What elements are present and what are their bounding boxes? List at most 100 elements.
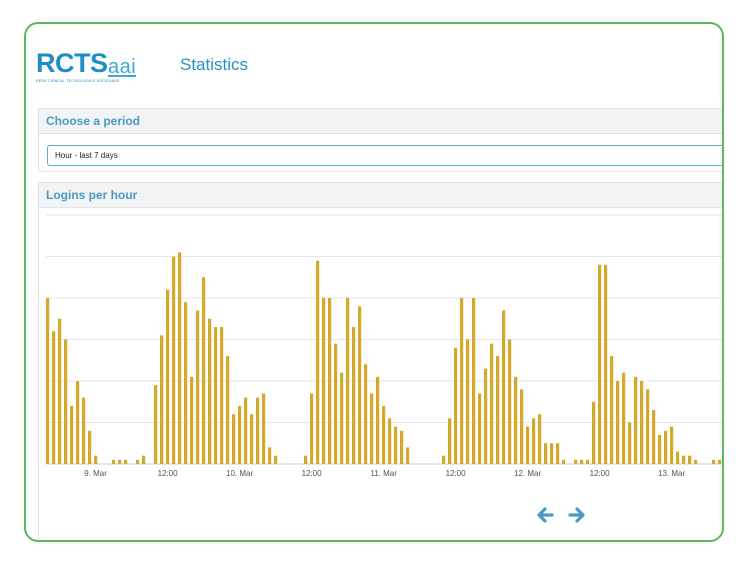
chart-bar[interactable] xyxy=(346,298,350,464)
chart-bar[interactable] xyxy=(196,310,200,464)
chart-bar[interactable] xyxy=(328,298,332,464)
chart-bar[interactable] xyxy=(628,422,632,465)
chart-bar[interactable] xyxy=(688,455,692,464)
chart-bar[interactable] xyxy=(694,459,698,464)
chart-bar[interactable] xyxy=(124,459,128,464)
chart-bar[interactable] xyxy=(526,426,530,464)
chart-bar[interactable] xyxy=(580,459,584,464)
chart-bar[interactable] xyxy=(544,443,548,464)
chart-bar[interactable] xyxy=(562,459,566,464)
chart-bar[interactable] xyxy=(274,455,278,464)
chart-bar[interactable] xyxy=(250,414,254,464)
chart-bar[interactable] xyxy=(550,443,554,464)
chart-bar[interactable] xyxy=(670,426,674,464)
chart-bar[interactable] xyxy=(46,298,50,464)
chart-bar[interactable] xyxy=(646,389,650,464)
chart-bar[interactable] xyxy=(82,397,86,464)
chart-bar[interactable] xyxy=(352,327,356,464)
chart-bar[interactable] xyxy=(622,372,626,464)
chart-bar[interactable] xyxy=(304,455,308,464)
chart-bar[interactable] xyxy=(112,459,116,464)
arrow-left-icon[interactable] xyxy=(535,505,555,525)
chart-bar[interactable] xyxy=(88,430,92,464)
chart-bar[interactable] xyxy=(478,393,482,464)
chart-bar[interactable] xyxy=(58,318,62,464)
chart-bar[interactable] xyxy=(400,430,404,464)
chart-bar[interactable] xyxy=(472,298,476,464)
chart-bar[interactable] xyxy=(136,459,140,464)
chart-bar[interactable] xyxy=(178,252,182,464)
chart-bar[interactable] xyxy=(682,455,686,464)
chart-bar[interactable] xyxy=(232,414,236,464)
period-select[interactable]: Hour - last 7 days xyxy=(47,145,722,166)
chart-bar[interactable] xyxy=(208,318,212,464)
chart-bar[interactable] xyxy=(502,310,506,464)
chart-bar[interactable] xyxy=(592,401,596,464)
chart-bar[interactable] xyxy=(388,418,392,464)
chart-bar[interactable] xyxy=(310,393,314,464)
chart-bar[interactable] xyxy=(664,430,668,464)
chart-bar[interactable] xyxy=(226,356,230,464)
chart-bar[interactable] xyxy=(640,381,644,464)
chart-bar[interactable] xyxy=(514,376,518,464)
chart-bar[interactable] xyxy=(340,372,344,464)
chart-bar[interactable] xyxy=(634,376,638,464)
chart-bar[interactable] xyxy=(256,397,260,464)
chart-bar[interactable] xyxy=(598,264,602,464)
chart-bar[interactable] xyxy=(238,405,242,464)
chart-bar[interactable] xyxy=(202,277,206,464)
chart-bar[interactable] xyxy=(712,459,716,464)
chart-bar[interactable] xyxy=(604,264,608,464)
chart-bar[interactable] xyxy=(532,418,536,464)
chart-bar[interactable] xyxy=(70,405,74,464)
chart-bar[interactable] xyxy=(718,459,722,464)
chart-bar[interactable] xyxy=(538,414,542,464)
arrow-right-icon[interactable] xyxy=(567,505,587,525)
chart-bar[interactable] xyxy=(268,447,272,464)
chart-bar[interactable] xyxy=(394,426,398,464)
chart-bar[interactable] xyxy=(184,302,188,464)
chart-bar[interactable] xyxy=(160,335,164,464)
chart-bar[interactable] xyxy=(616,381,620,464)
chart-bar[interactable] xyxy=(190,376,194,464)
chart-bar[interactable] xyxy=(460,298,464,464)
chart-bar[interactable] xyxy=(118,459,122,464)
chart-bar[interactable] xyxy=(574,459,578,464)
chart-bar[interactable] xyxy=(454,347,458,464)
chart-bar[interactable] xyxy=(52,331,56,464)
chart-bar[interactable] xyxy=(316,260,320,464)
chart-bar[interactable] xyxy=(676,451,680,464)
rcts-aai-logo[interactable]: RCTS aai REDE CIÊNCIA, TECNOLOGIA E SOCI… xyxy=(36,48,146,88)
chart-bar[interactable] xyxy=(520,389,524,464)
chart-bar[interactable] xyxy=(652,410,656,464)
chart-bar[interactable] xyxy=(262,393,266,464)
chart-bar[interactable] xyxy=(370,393,374,464)
chart-bar[interactable] xyxy=(64,339,68,465)
chart-bar[interactable] xyxy=(490,343,494,464)
chart-bar[interactable] xyxy=(448,418,452,464)
chart-bar[interactable] xyxy=(406,447,410,464)
chart-bar[interactable] xyxy=(508,339,512,465)
chart-bar[interactable] xyxy=(322,298,326,464)
chart-bar[interactable] xyxy=(364,364,368,464)
chart-bar[interactable] xyxy=(166,289,170,464)
chart-bar[interactable] xyxy=(154,385,158,464)
chart-bar[interactable] xyxy=(586,459,590,464)
chart-bar[interactable] xyxy=(484,368,488,464)
chart-bar[interactable] xyxy=(94,455,98,464)
chart-bar[interactable] xyxy=(442,455,446,464)
chart-bar[interactable] xyxy=(658,434,662,464)
chart-bar[interactable] xyxy=(244,397,248,464)
chart-bar[interactable] xyxy=(142,455,146,464)
chart-bar[interactable] xyxy=(466,339,470,465)
chart-bar[interactable] xyxy=(556,443,560,464)
chart-bar[interactable] xyxy=(214,327,218,464)
chart-bar[interactable] xyxy=(220,327,224,464)
chart-bar[interactable] xyxy=(334,343,338,464)
chart-bar[interactable] xyxy=(382,405,386,464)
chart-bar[interactable] xyxy=(376,376,380,464)
chart-bar[interactable] xyxy=(610,356,614,464)
chart-bar[interactable] xyxy=(76,381,80,464)
chart-bar[interactable] xyxy=(496,356,500,464)
chart-bar[interactable] xyxy=(358,306,362,464)
